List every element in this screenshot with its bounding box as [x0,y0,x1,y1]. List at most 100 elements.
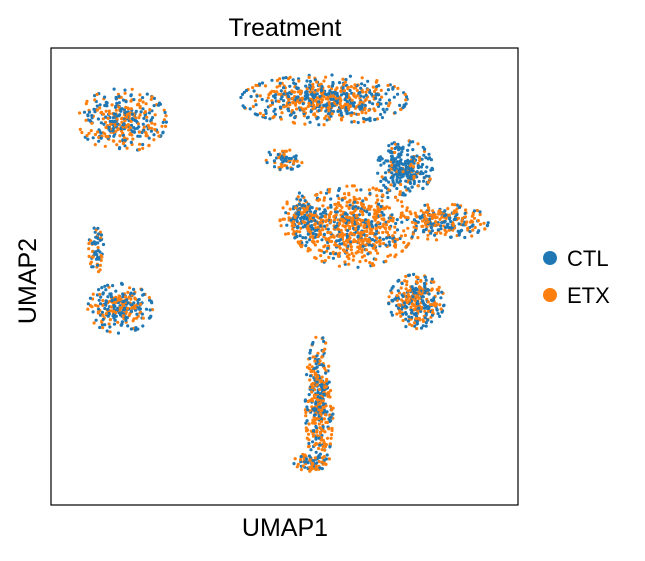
scatter-point-etx [103,132,107,136]
scatter-point-ctl [119,109,123,113]
scatter-point-etx [107,109,111,113]
scatter-point-ctl [357,105,361,109]
scatter-point-ctl [292,111,296,115]
scatter-point-etx [412,225,416,229]
scatter-point-etx [303,220,307,224]
scatter-point-etx [365,234,369,238]
scatter-point-ctl [356,120,360,125]
scatter-point-ctl [422,176,426,180]
scatter-point-etx [368,261,372,265]
scatter-point-ctl [415,154,419,158]
scatter-point-etx [299,458,303,462]
scatter-point-etx [453,203,457,207]
scatter-point-ctl [370,238,375,242]
scatter-point-etx [450,202,455,207]
scatter-point-ctl [257,82,262,86]
scatter-point-ctl [273,107,277,111]
scatter-point-ctl [344,106,348,110]
scatter-point-ctl [109,295,114,299]
scatter-point-etx [131,137,135,141]
scatter-point-ctl [404,317,408,321]
scatter-point-ctl [438,314,442,318]
scatter-point-ctl [333,210,337,214]
scatter-point-etx [367,222,371,226]
scatter-point-etx [410,323,414,328]
scatter-point-etx [321,445,325,449]
scatter-point-etx [361,241,365,245]
scatter-point-ctl [415,287,419,292]
scatter-point-ctl [279,89,283,93]
scatter-point-ctl [407,175,411,179]
scatter-point-etx [144,131,148,135]
scatter-point-ctl [134,119,138,123]
scatter-point-etx [85,133,89,138]
scatter-point-ctl [419,165,423,169]
scatter-point-ctl [113,318,117,322]
scatter-point-etx [387,104,391,108]
scatter-point-ctl [321,211,325,215]
scatter-point-etx [279,224,283,228]
scatter-point-etx [311,355,315,359]
scatter-point-etx [338,209,342,213]
scatter-point-etx [376,251,380,255]
scatter-point-ctl [446,225,450,229]
scatter-point-ctl [285,166,289,170]
scatter-point-etx [124,105,128,109]
scatter-point-ctl [101,317,105,321]
scatter-point-ctl [424,227,428,231]
scatter-point-ctl [111,126,115,131]
scatter-point-etx [293,215,297,219]
scatter-point-etx [291,101,295,105]
scatter-point-ctl [140,312,144,316]
scatter-point-etx [292,161,296,165]
scatter-point-ctl [442,304,446,308]
scatter-point-ctl [390,213,394,217]
scatter-point-etx [120,117,124,121]
scatter-point-etx [347,191,351,195]
scatter-point-etx [319,254,323,258]
scatter-point-etx [417,317,421,321]
scatter-point-ctl [303,94,307,98]
scatter-point-etx [322,417,326,421]
scatter-point-ctl [99,131,103,135]
scatter-point-etx [403,233,407,237]
scatter-point-ctl [276,152,280,157]
scatter-point-etx [339,98,343,102]
scatter-point-etx [322,196,327,200]
scatter-point-ctl [377,156,381,160]
scatter-point-etx [328,404,333,408]
scatter-point-ctl [367,213,371,217]
scatter-point-ctl [103,95,107,99]
scatter-point-etx [312,112,316,117]
scatter-point-ctl [124,100,128,104]
scatter-point-ctl [411,156,415,161]
scatter-point-etx [322,123,326,127]
scatter-point-ctl [136,134,140,138]
scatter-point-ctl [306,461,310,465]
scatter-point-etx [275,78,279,83]
scatter-point-etx [311,399,315,403]
scatter-point-etx [317,422,321,426]
scatter-point-etx [463,215,468,219]
scatter-point-ctl [322,392,326,396]
scatter-point-etx [308,216,313,220]
scatter-point-etx [321,349,325,353]
scatter-point-ctl [129,327,133,331]
scatter-point-etx [317,83,321,87]
scatter-point-ctl [417,179,421,184]
scatter-point-etx [333,207,337,211]
scatter-point-etx [346,102,350,107]
scatter-point-ctl [445,223,449,227]
scatter-point-ctl [288,84,292,88]
scatter-point-ctl [391,285,395,289]
scatter-point-ctl [131,129,135,134]
scatter-point-ctl [406,166,410,170]
scatter-point-etx [285,202,289,206]
scatter-point-ctl [400,150,404,154]
scatter-point-etx [336,254,341,258]
scatter-point-ctl [87,110,92,114]
scatter-point-etx [291,120,295,124]
scatter-point-etx [311,82,315,86]
scatter-point-etx [337,203,341,207]
scatter-point-etx [364,197,368,201]
